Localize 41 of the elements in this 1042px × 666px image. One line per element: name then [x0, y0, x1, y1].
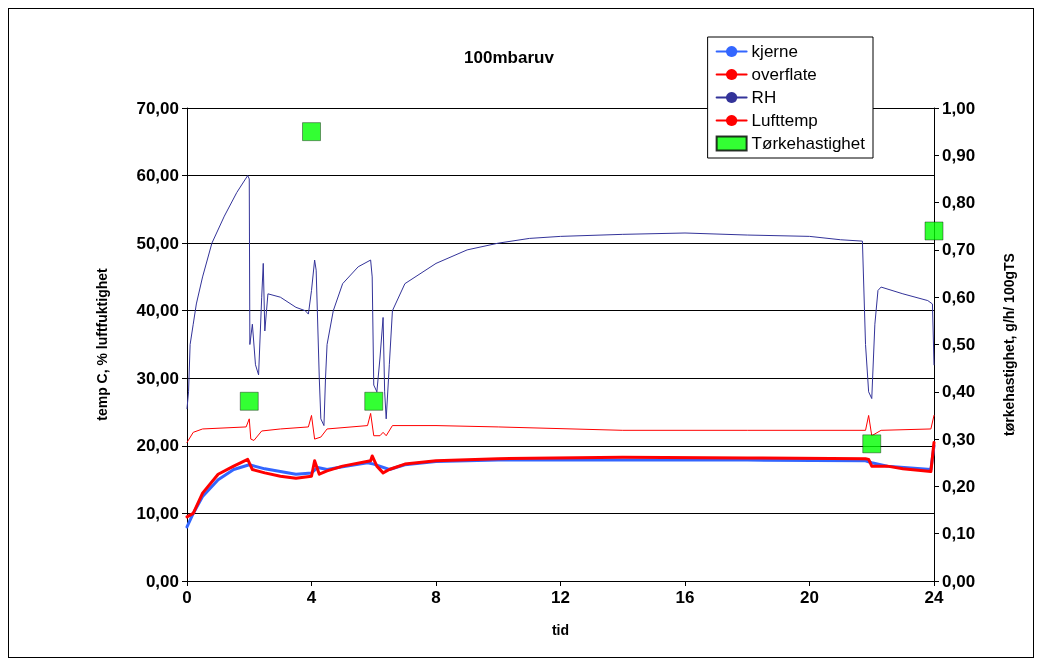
legend-label: Lufttemp	[751, 111, 818, 130]
x-tick-label: 8	[431, 588, 441, 607]
point	[240, 392, 259, 411]
point	[364, 392, 383, 411]
y2-tick-label: 0,90	[942, 145, 976, 165]
y2-tick-label: 0,60	[942, 287, 976, 307]
y-tick-label: 30,00	[136, 368, 179, 388]
y-axis-title: temp C, % luftfuktighet	[94, 267, 110, 421]
y-tick-label: 50,00	[136, 233, 179, 253]
point	[924, 221, 944, 241]
x-tick-label: 20	[800, 588, 819, 607]
y-tick-label: 10,00	[136, 503, 179, 523]
y-tick-label: 60,00	[136, 166, 179, 186]
y-tick-label: 0,00	[145, 571, 179, 591]
point	[302, 122, 321, 141]
y2-tick-label: 0,40	[942, 382, 976, 402]
x-axis-title: tid	[551, 622, 570, 638]
y2-axis-title: tørkehastighet, g/h/ 100gTS	[1001, 253, 1017, 436]
y2-tick-label: 0,70	[942, 240, 976, 260]
legend-label: kjerne	[751, 42, 798, 61]
legend-label: overflate	[751, 65, 817, 84]
x-tick-label: 16	[675, 588, 695, 607]
y2-tick-label: 0,00	[942, 571, 976, 591]
y-tick-label: 70,00	[136, 98, 179, 118]
x-tick-label: 4	[306, 588, 317, 607]
legend-label: Tørkehastighet	[751, 134, 866, 153]
legend-label: RH	[751, 88, 777, 107]
y-tick-label: 20,00	[136, 436, 179, 456]
y2-tick-label: 0,10	[942, 524, 976, 544]
point	[862, 434, 881, 454]
x-tick-label: 12	[551, 588, 570, 607]
y2-tick-label: 0,80	[942, 193, 976, 213]
x-tick-label: 0	[182, 588, 192, 607]
line-series	[185, 440, 936, 519]
y2-tick-label: 1,00	[942, 98, 976, 118]
y2-tick-label: 0,50	[942, 335, 976, 354]
x-tick-label: 24	[924, 588, 944, 607]
y-tick-label: 40,00	[136, 301, 179, 321]
y2-tick-label: 0,30	[942, 429, 976, 449]
chart-title: 100mbaruv	[464, 48, 555, 67]
y2-tick-label: 0,20	[942, 476, 976, 496]
